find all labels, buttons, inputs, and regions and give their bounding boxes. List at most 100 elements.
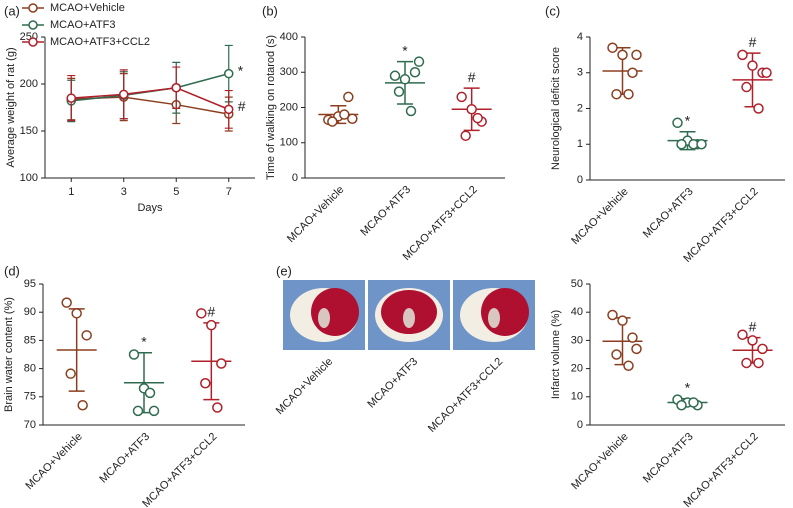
point xyxy=(757,343,768,355)
point xyxy=(623,88,634,100)
point xyxy=(65,368,76,379)
image-label: MCAO+ATF3 xyxy=(365,356,420,411)
point xyxy=(327,116,338,127)
point xyxy=(741,81,752,93)
y-tick-label: 100 xyxy=(20,172,38,184)
y-axis-label: Infarct volume (%) xyxy=(550,310,562,399)
series-line xyxy=(71,86,230,111)
point xyxy=(611,349,622,360)
annotation: # xyxy=(207,304,215,320)
legend-marker xyxy=(28,3,38,13)
y-tick-label: 90 xyxy=(24,306,36,318)
y-axis-label: Time of walking on rotarod (s) xyxy=(265,35,277,180)
point xyxy=(753,103,764,114)
point xyxy=(347,113,358,125)
y-tick-label: 0 xyxy=(577,419,583,431)
point xyxy=(611,88,622,100)
point xyxy=(631,49,642,61)
point xyxy=(399,74,411,85)
infarct xyxy=(311,288,359,336)
y-tick-label: 30 xyxy=(571,334,583,346)
point xyxy=(132,405,144,417)
annotation: # xyxy=(749,318,757,334)
x-tick-label: MCAO+ATF3+CCL2 xyxy=(681,431,760,508)
y-tick-label: 4 xyxy=(577,31,583,43)
point xyxy=(631,343,642,355)
point xyxy=(61,297,72,308)
point xyxy=(737,49,748,61)
x-tick-label: MCAO+Vehicle xyxy=(23,431,84,492)
x-tick-label: MCAO+Vehicle xyxy=(569,431,630,492)
y-tick-label: 40 xyxy=(571,306,583,318)
point xyxy=(413,56,425,67)
x-tick-label: MCAO+ATF3+CCL2 xyxy=(401,184,480,263)
y-axis-label: Average weight of rat (g) xyxy=(5,47,17,167)
y-tick-label: 80 xyxy=(24,363,36,375)
panel-label: (d) xyxy=(4,263,20,278)
point xyxy=(607,42,618,53)
y-tick-label: 3 xyxy=(577,67,583,79)
x-tick-label: 7 xyxy=(226,186,232,198)
annotation: * xyxy=(238,62,244,78)
y-tick-label: 75 xyxy=(24,391,36,403)
y-axis-label: Neurological deficit score xyxy=(550,47,562,170)
point xyxy=(224,104,234,115)
y-tick-label: 400 xyxy=(280,31,298,43)
point xyxy=(212,402,223,413)
point xyxy=(77,400,88,411)
x-tick-label: MCAO+ATF3 xyxy=(97,431,152,486)
point xyxy=(688,397,699,408)
legend-marker xyxy=(28,37,38,47)
annotation: # xyxy=(238,98,246,114)
x-tick-label: 1 xyxy=(68,186,74,198)
panel-label: (b) xyxy=(262,3,278,18)
annotation: * xyxy=(402,42,408,58)
point xyxy=(672,117,683,129)
point xyxy=(343,91,354,103)
panel-label: (c) xyxy=(545,3,560,18)
y-tick-label: 85 xyxy=(24,334,36,346)
x-tick-label: 5 xyxy=(173,186,179,198)
point xyxy=(216,358,227,369)
point xyxy=(466,104,477,115)
y-tick-label: 95 xyxy=(24,278,36,290)
image-label: MCAO+ATF3+CCL2 xyxy=(426,356,505,435)
x-tick-label: MCAO+ATF3+CCL2 xyxy=(140,431,219,508)
point xyxy=(456,91,467,103)
point xyxy=(196,308,207,319)
point xyxy=(737,329,748,341)
point xyxy=(206,319,217,331)
x-tick-label: MCAO+Vehicle xyxy=(569,186,630,247)
annotation: * xyxy=(141,334,147,350)
point xyxy=(623,360,634,372)
point xyxy=(71,308,82,319)
x-tick-label: 3 xyxy=(121,186,127,198)
point xyxy=(389,70,401,82)
point xyxy=(472,112,483,124)
point xyxy=(627,332,638,343)
y-tick-label: 2 xyxy=(577,102,583,114)
point xyxy=(617,315,628,326)
image-label: MCAO+Vehicle xyxy=(274,356,335,417)
y-tick-label: 300 xyxy=(280,66,298,78)
point xyxy=(66,93,76,103)
y-tick-label: 0 xyxy=(577,174,583,186)
y-tick-label: 200 xyxy=(20,78,38,90)
point xyxy=(148,405,160,417)
legend-label: MCAO+ATF3 xyxy=(50,19,116,31)
legend-label: MCAO+ATF3+CCL2 xyxy=(50,36,150,48)
y-tick-label: 1 xyxy=(577,138,583,150)
point xyxy=(339,109,350,120)
ventricle xyxy=(403,308,415,328)
x-tick-label: MCAO+ATF3+CCL2 xyxy=(681,186,760,265)
annotation: * xyxy=(685,379,691,395)
annotation: * xyxy=(685,112,691,128)
point xyxy=(224,68,234,79)
x-tick-label: MCAO+ATF3 xyxy=(641,186,696,241)
point xyxy=(676,139,687,150)
legend-marker xyxy=(28,20,38,30)
point xyxy=(761,67,772,78)
point xyxy=(128,349,140,360)
point xyxy=(171,83,181,93)
